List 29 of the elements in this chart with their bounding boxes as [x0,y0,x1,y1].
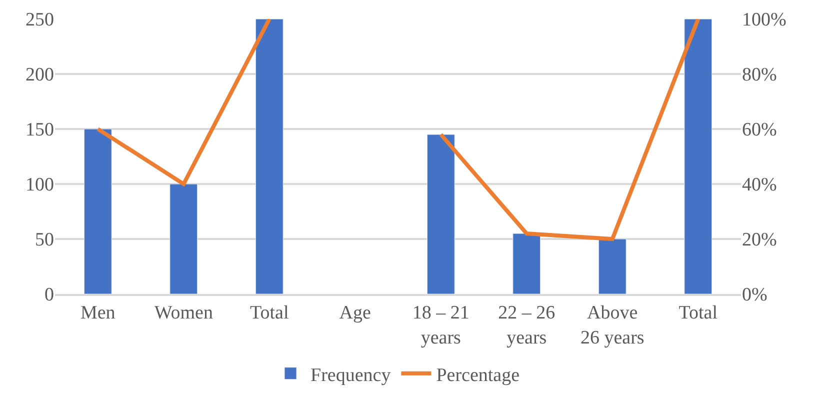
legend-label: Frequency [310,364,392,386]
y2-tick-label: 40% [742,174,777,196]
y-tick-label: 150 [26,120,54,141]
bar [426,134,455,294]
bar [684,19,712,294]
y2-tick-label: 20% [742,230,777,251]
y-tick-label: 100 [26,174,54,196]
bar [170,184,198,294]
y2-tick-label: 100% [742,10,786,31]
x-tick-label: Total [678,302,718,324]
x-tick-label: Total [250,302,289,324]
y2-tick-label: 0% [742,284,768,306]
x-tick-label: Above 26 years [580,302,644,348]
y2-tick-label: 60% [742,120,777,141]
bar [598,238,626,294]
y-tick-label: 200 [26,64,54,86]
x-tick-label: 18 – 21 years [412,302,470,348]
x-tick-label: Women [154,302,214,324]
y-tick-label: 50 [35,230,54,251]
y-tick-label: 0 [44,284,54,306]
x-tick-label: 22 – 26 years [498,302,556,348]
bar [255,19,284,294]
y-tick-label: 250 [26,10,54,31]
x-tick-label: Age [339,302,371,324]
y2-tick-label: 80% [742,64,777,86]
bar [84,128,112,294]
x-tick-label: Men [80,302,116,324]
bar [512,233,541,294]
legend-label: Percentage [436,364,520,386]
